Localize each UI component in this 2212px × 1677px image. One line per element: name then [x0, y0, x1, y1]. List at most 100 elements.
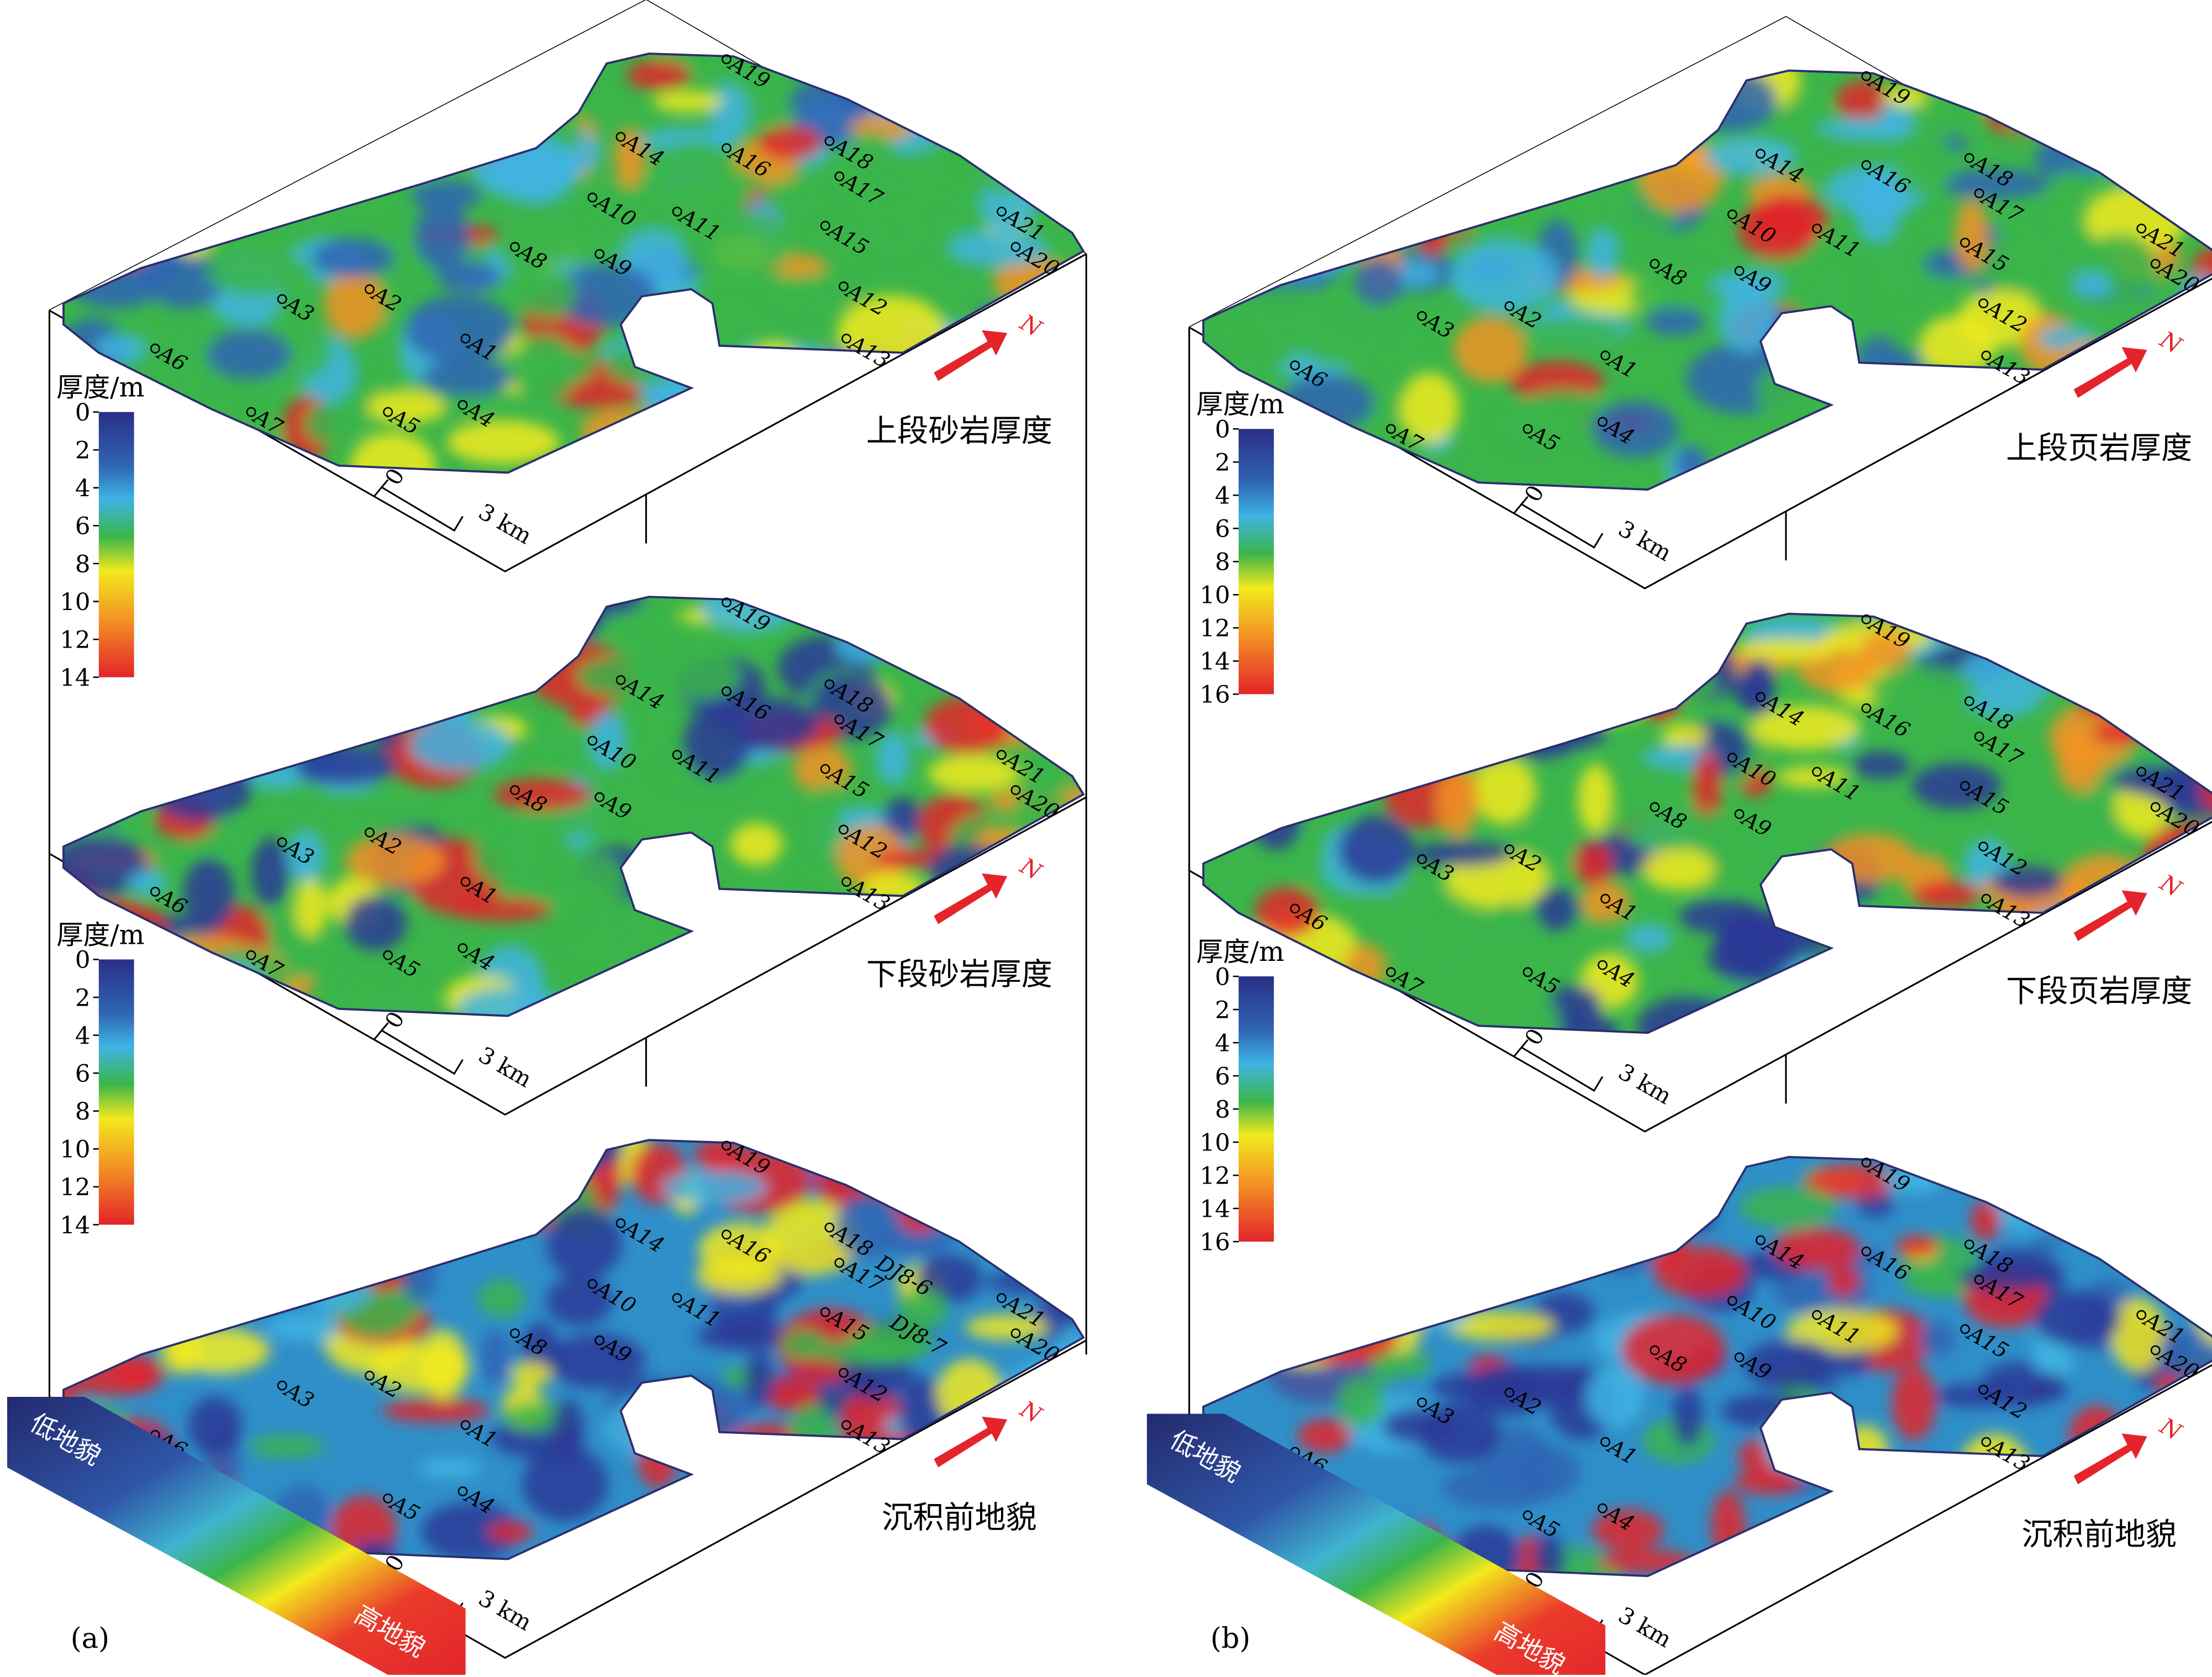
well-marker	[615, 132, 626, 142]
well-marker	[1861, 1158, 1872, 1168]
map-blob	[2169, 1243, 2212, 1270]
map-blob	[421, 1502, 520, 1559]
well-marker	[721, 54, 732, 65]
well-marker	[1290, 360, 1300, 371]
map-blob	[199, 597, 311, 645]
map-blob	[191, 1166, 296, 1207]
layer-title: 沉积前地貌	[882, 1500, 1037, 1536]
map-blob	[510, 876, 610, 907]
north-label: N	[2155, 869, 2187, 903]
colorbar-tick-label: 14	[60, 664, 90, 692]
map-blob	[297, 54, 331, 93]
well-marker	[587, 192, 598, 203]
map-blob	[952, 1145, 989, 1202]
well-marker	[1523, 967, 1533, 977]
well-marker	[1734, 1352, 1745, 1363]
map-blob	[1578, 764, 1614, 834]
map-blob	[1453, 317, 1527, 382]
map-blob	[1203, 128, 1237, 179]
map-blob	[2077, 698, 2166, 718]
map-blob	[130, 1248, 215, 1295]
map-blob	[2063, 1156, 2115, 1219]
map-blob	[1009, 597, 1084, 659]
map-blob	[808, 782, 844, 856]
map-blob	[830, 1543, 918, 1559]
map-blob	[345, 835, 445, 887]
map-blob	[364, 597, 394, 613]
north-label: N	[2155, 326, 2187, 360]
map-blob	[63, 1265, 121, 1312]
map-blob	[1341, 1208, 1428, 1264]
colorbar-tick-label: 8	[1215, 549, 1230, 576]
map-blob	[1412, 70, 1488, 99]
map-blob	[151, 597, 181, 642]
colorbar-tick-label: 2	[75, 437, 91, 465]
well-marker	[1650, 1345, 1660, 1355]
map-blob	[63, 54, 73, 84]
well-marker	[1981, 893, 1992, 904]
scale-bar	[1513, 1039, 1529, 1058]
map-blob	[835, 630, 894, 663]
map-blob	[1693, 750, 1721, 825]
colorbar-tick-label: 4	[75, 475, 91, 502]
scale-bar	[380, 1029, 464, 1075]
map-blob	[409, 718, 512, 771]
map-blob	[249, 1435, 325, 1458]
map-blob	[1582, 881, 1630, 923]
map-blob	[344, 895, 407, 951]
map-blob	[1337, 1376, 1384, 1427]
well-marker	[1974, 731, 1984, 742]
map-blob	[873, 848, 945, 869]
map-blob	[1744, 655, 1774, 718]
map-blob	[866, 597, 917, 630]
map-blob	[1677, 812, 1734, 833]
map-blob	[526, 220, 614, 265]
map-blob	[449, 597, 507, 622]
map-blob	[1545, 70, 1632, 111]
map-blob	[1710, 270, 1785, 299]
map-blob	[1416, 613, 1451, 638]
map-blob	[680, 211, 792, 280]
map-blob	[747, 104, 797, 128]
map-blob	[175, 69, 213, 135]
map-blob	[1466, 1156, 1516, 1215]
well-marker	[997, 1293, 1007, 1303]
map-blob	[1532, 1534, 1566, 1576]
map-blob	[1023, 623, 1084, 660]
map-blob	[1428, 613, 1519, 651]
colorbar-tick-label: 0	[75, 399, 91, 427]
well-marker	[1727, 1296, 1737, 1306]
map-outline	[62, 596, 1085, 1017]
map-blob	[206, 250, 314, 297]
map-blob	[1782, 99, 1834, 133]
map-blob	[935, 1140, 1022, 1175]
well-marker	[510, 785, 520, 795]
map-blob	[1885, 707, 1920, 739]
map-blob	[1581, 1156, 1630, 1168]
map-blob	[2003, 613, 2095, 654]
colorbar-title: 厚度/m	[56, 919, 144, 950]
well-marker	[721, 597, 732, 608]
map-blob	[1368, 76, 1466, 127]
map-blob	[1203, 1271, 1251, 1335]
well-marker	[1010, 1328, 1021, 1338]
map-blob	[1653, 1246, 1747, 1298]
map-blob	[1203, 210, 1262, 274]
well-marker	[246, 950, 256, 960]
map-blob	[63, 187, 122, 237]
map-outline	[1202, 612, 2212, 1034]
map-blob	[473, 823, 539, 886]
well-marker	[2150, 1345, 2161, 1355]
map-blob	[63, 756, 122, 826]
well-marker	[457, 943, 468, 953]
well-marker	[246, 407, 256, 417]
map-blob	[1818, 118, 1923, 141]
map-outline	[62, 1139, 1085, 1560]
map-blob	[63, 1518, 97, 1559]
well-marker	[460, 1420, 471, 1430]
map-blob	[1618, 796, 1718, 850]
map-blob	[945, 230, 1049, 267]
map-blob	[793, 959, 838, 1016]
map-blob	[1980, 1156, 2088, 1193]
